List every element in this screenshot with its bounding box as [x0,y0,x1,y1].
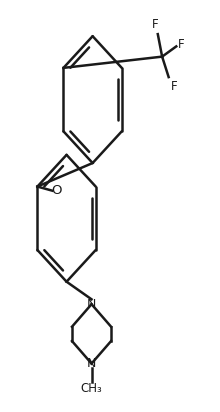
Text: N: N [87,357,96,370]
Text: F: F [152,18,158,31]
Text: O: O [52,184,62,197]
Text: N: N [87,298,96,311]
Text: F: F [178,38,185,51]
Text: F: F [171,80,178,94]
Text: CH₃: CH₃ [81,382,103,395]
